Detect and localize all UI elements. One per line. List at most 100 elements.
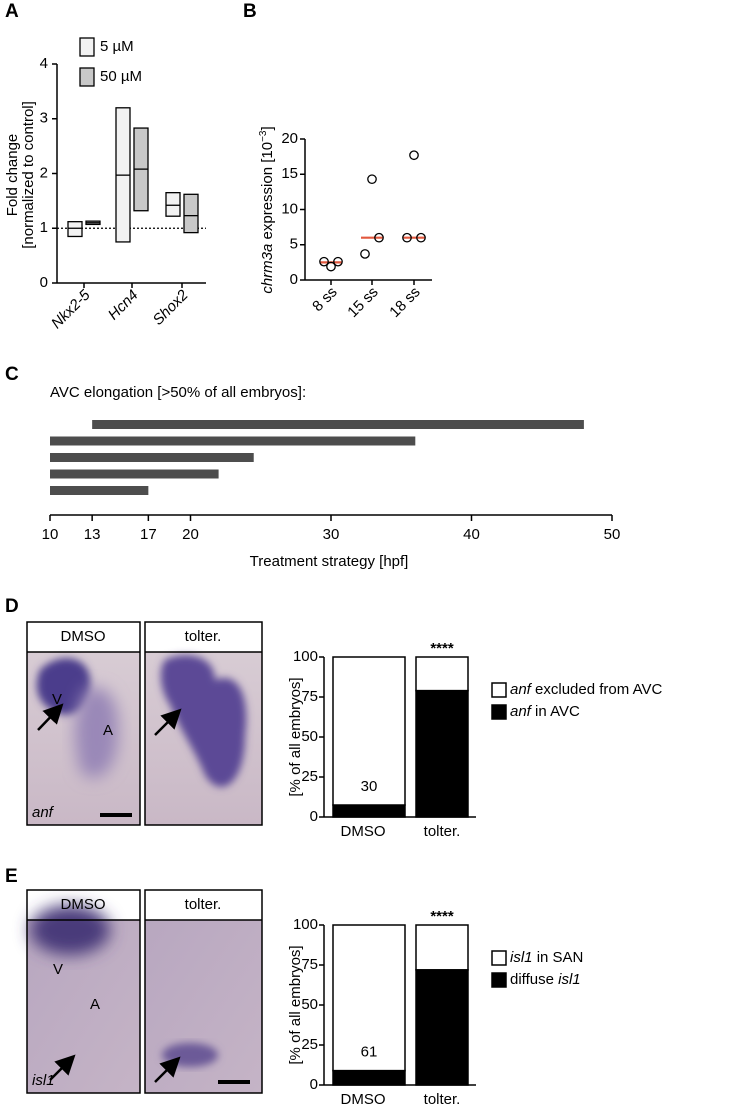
x-tick-label: 30 [323,526,340,543]
bar-segment [332,1069,406,1086]
legend-label: 50 µM [100,68,142,85]
significance: **** [430,640,454,657]
legend-swatch [79,67,95,87]
y-axis-label: Fold change [4,134,21,217]
legend-label: diffuse isl1 [510,971,581,988]
n-label: 61 [361,1044,378,1061]
x-tick-label: Nkx2-5 [48,286,94,332]
gene-label: isl1 [32,1072,55,1089]
bar-segment [332,924,406,1072]
y-tick-label: 2 [40,164,48,181]
x-tick-label: 40 [463,526,480,543]
bar-segment [415,924,469,971]
x-tick-label: Shox2 [150,286,193,329]
data-point [319,256,329,267]
range-box [67,221,83,238]
y-tick-label: 75 [301,688,318,705]
x-tick-label: 18 ss [386,284,423,321]
y-axis-label: [normalized to control] [20,101,37,249]
range-bar [92,420,584,429]
y-tick-label: 0 [40,274,48,291]
panel-letter: D [5,596,19,617]
legend-label: anf excluded from AVC [510,681,662,698]
range-bar [50,436,416,446]
y-tick-label: 50 [301,728,318,745]
n-label: 39 [434,1064,451,1081]
bar-segment [415,656,469,692]
micrograph-header: tolter. [185,628,222,645]
x-tick-label: 15 ss [344,284,381,321]
y-tick-label: 15 [281,165,298,182]
legend-swatch [491,682,507,698]
range-bar [50,469,219,479]
y-tick-label: 75 [301,956,318,973]
micrograph-header: DMSO [61,628,106,645]
y-tick-label: 0 [290,271,298,288]
range-box [183,193,199,234]
y-tick-label: 0 [310,1076,318,1093]
significance: **** [430,908,454,925]
panel-letter: B [243,1,257,22]
n-label: 33 [434,796,451,813]
gene-label: anf [32,804,55,821]
y-axis-label-part: chrm3a [259,244,276,294]
x-tick-label: 13 [84,526,101,543]
data-point [416,232,426,243]
range-bar [50,453,254,462]
bar-segment [415,969,469,1086]
panel-letter: A [5,1,19,22]
legend-label: anf in AVC [510,703,580,720]
data-point [326,261,336,272]
range-bar [50,486,149,495]
x-axis-label: Treatment strategy [hpf] [250,553,409,570]
x-tick-label: 20 [182,526,199,543]
legend-swatch [491,972,507,988]
y-tick-label: 100 [293,916,318,933]
data-point [360,249,370,259]
y-axis-label: [% of all embryos] [287,677,304,796]
range-box [165,192,181,217]
y-tick-label: 25 [301,768,318,785]
micrograph-frames [26,621,263,1094]
y-tick-label: 25 [301,1036,318,1053]
bar-segment [332,804,406,818]
category-label: DMSO [341,1091,386,1108]
y-tick-label: 0 [310,808,318,825]
legend-swatch [491,950,507,966]
category-label: tolter. [424,823,461,840]
x-tick-label: 17 [140,526,157,543]
bar-segment [332,656,406,806]
n-label: 30 [361,778,378,795]
x-tick-label: 50 [604,526,621,543]
panel-letter: C [5,364,19,385]
y-tick-label: 3 [40,110,48,127]
legend-label: 5 µM [100,38,134,55]
y-tick-label: 10 [281,200,298,217]
legend-swatch [79,37,95,57]
y-axis-label-part: −3 [258,130,269,142]
y-tick-label: 4 [40,55,48,72]
y-tick-label: 5 [290,236,298,253]
data-point [374,232,384,243]
y-tick-label: 50 [301,996,318,1013]
y-tick-label: 1 [40,219,48,236]
x-tick-label: Hcn4 [105,287,142,324]
data-point [333,256,343,267]
micrograph-label: V [53,961,63,978]
x-tick-label: 10 [42,526,59,543]
micrograph-label: V [52,691,62,708]
data-point [367,174,377,185]
panel-letter: E [5,866,18,887]
micrograph-label: A [90,996,100,1013]
y-axis-label-part: expression [10 [259,142,276,244]
chart-title: AVC elongation [>50% of all embryos]: [50,384,306,401]
y-axis-label: chrm3a expression [10−3] [258,126,276,293]
y-axis-label: [% of all embryos] [287,945,304,1064]
data-point [409,150,419,161]
micrograph-header: tolter. [185,896,222,913]
legend-swatch [491,704,507,720]
micrograph-label: A [103,722,113,739]
legend-label: isl1 in SAN [510,949,583,966]
category-label: tolter. [424,1091,461,1108]
